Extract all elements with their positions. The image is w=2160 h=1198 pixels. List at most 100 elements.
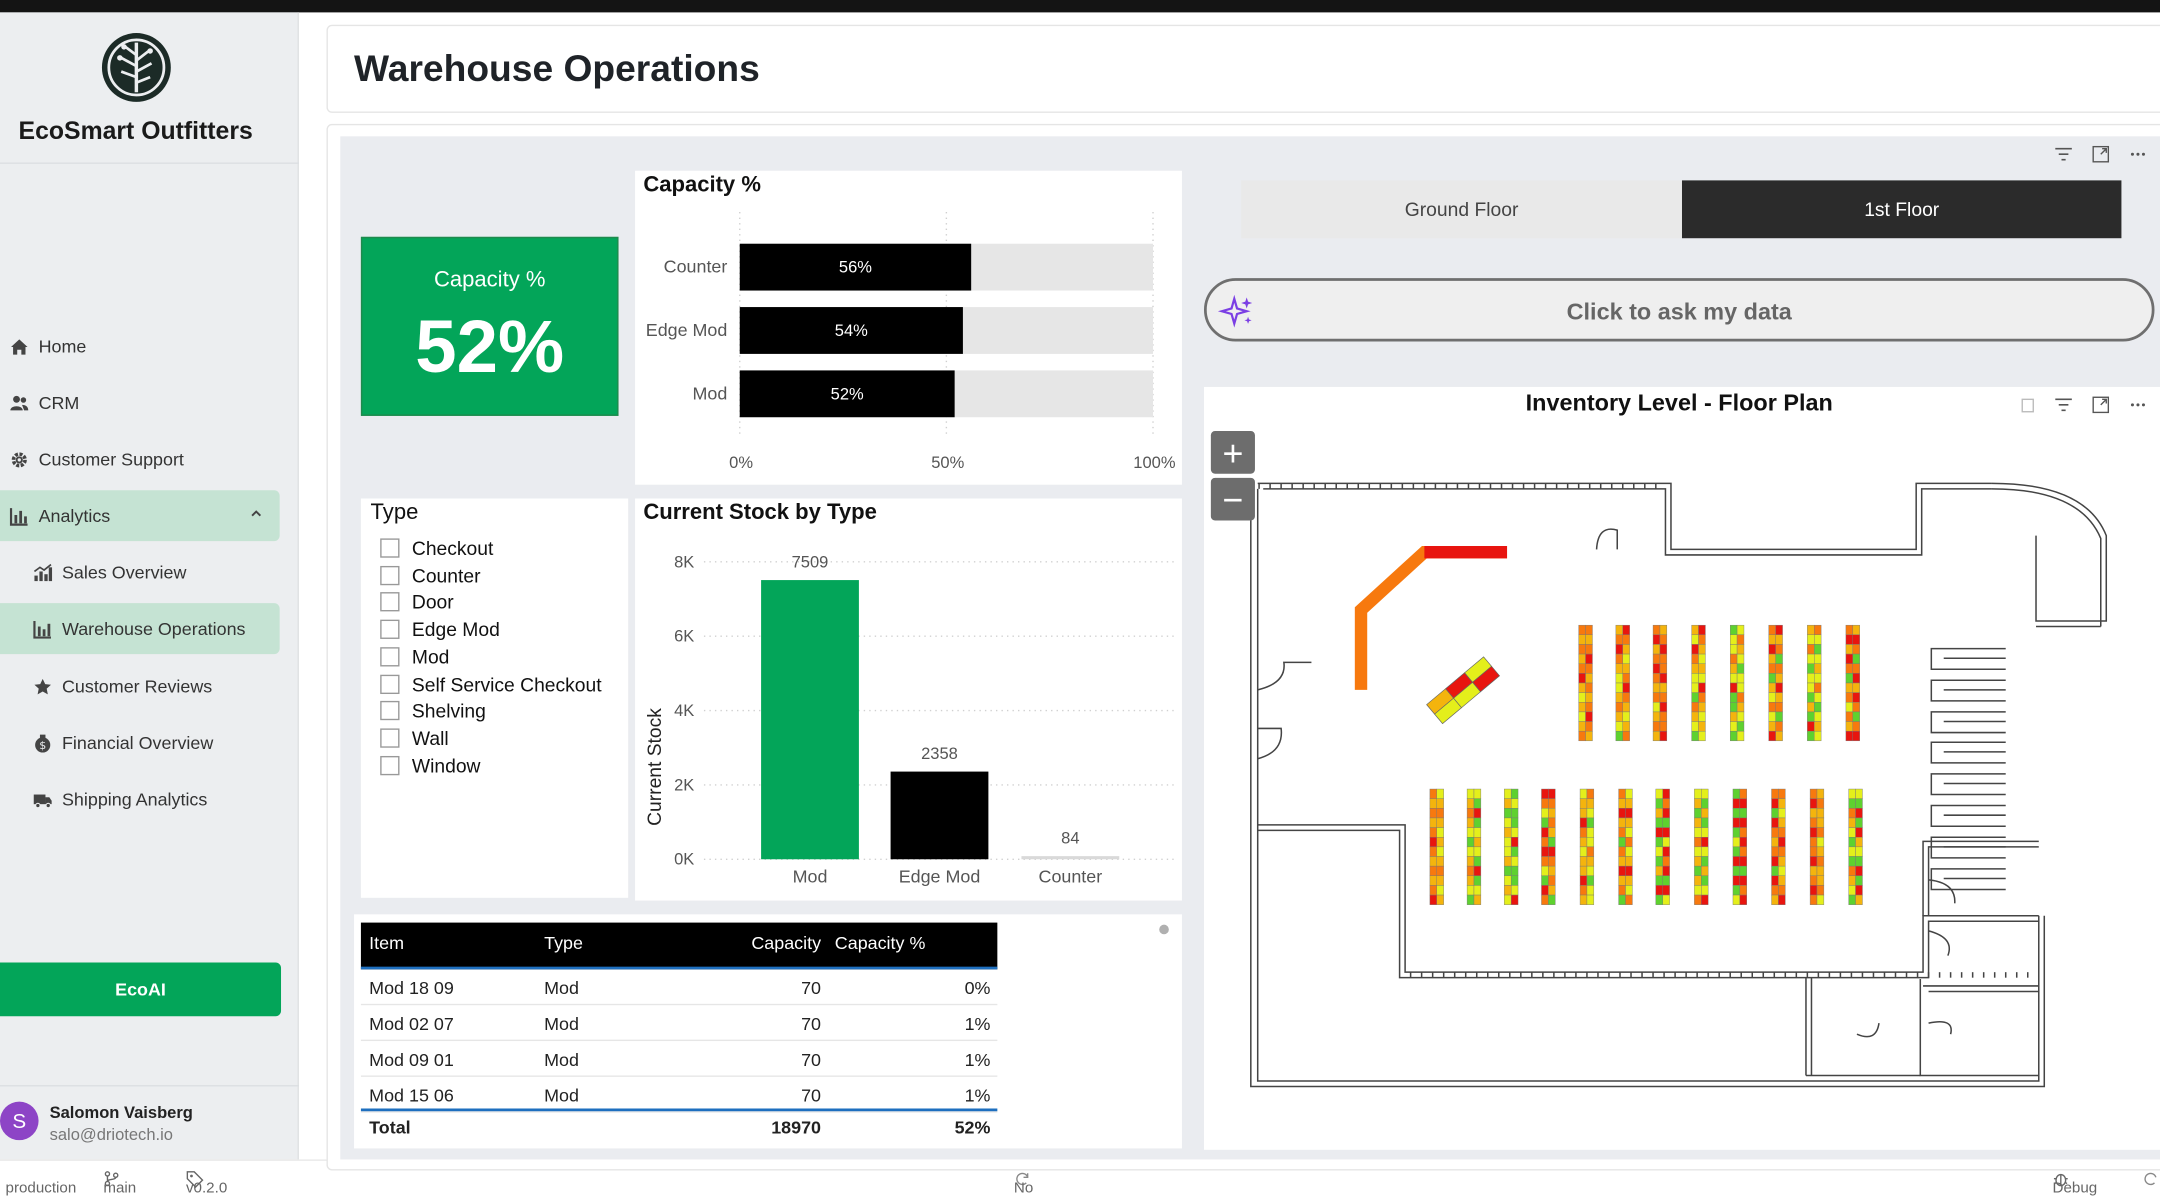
shelf-bin[interactable] [1845, 673, 1854, 684]
shelf-bin[interactable] [1615, 730, 1623, 742]
shelf-bin[interactable] [1504, 798, 1512, 809]
shelf-bin[interactable] [1652, 721, 1661, 732]
shelf-bin[interactable] [1473, 885, 1482, 896]
shelf-bin[interactable] [1510, 817, 1519, 828]
shelf-bin[interactable] [1814, 721, 1822, 732]
shelf-bin[interactable] [1814, 624, 1822, 636]
shelf-bin[interactable] [1778, 846, 1786, 857]
shelf-bin[interactable] [1694, 817, 1702, 828]
shelf-bin[interactable] [1625, 827, 1633, 838]
sidebar-item-customer-reviews[interactable]: Customer Reviews [0, 661, 280, 712]
shelf-bin[interactable] [1615, 673, 1623, 684]
shelf-bin[interactable] [1436, 798, 1444, 809]
shelf-bin[interactable] [1586, 808, 1595, 819]
shelf-bin[interactable] [1771, 856, 1779, 867]
shelf-bin[interactable] [1771, 865, 1779, 876]
shelf-bin[interactable] [1729, 644, 1738, 655]
first-floor-button[interactable]: 1st Floor [1681, 180, 2122, 239]
shelf-bin[interactable] [1852, 644, 1860, 655]
shelf-bin[interactable] [1768, 711, 1776, 722]
shelf-bin[interactable] [1579, 894, 1588, 905]
shelf-bin[interactable] [1736, 634, 1745, 645]
sidebar-item-sales-overview[interactable]: Sales Overview [0, 547, 280, 598]
shelf-bin[interactable] [1732, 885, 1741, 896]
shelf-bin[interactable] [1848, 865, 1856, 876]
shelf-bin[interactable] [1615, 634, 1623, 645]
shelf-bin[interactable] [1701, 875, 1709, 886]
shelf-bin[interactable] [1778, 837, 1786, 848]
shelf-bin[interactable] [1622, 634, 1630, 645]
shelf-bin[interactable] [1436, 846, 1444, 857]
shelf-bin[interactable] [1578, 653, 1586, 664]
shelf-bin[interactable] [1848, 817, 1856, 828]
shelf-bin[interactable] [1473, 837, 1482, 848]
shelf-bin[interactable] [1739, 837, 1747, 848]
shelf-bin[interactable] [1586, 837, 1595, 848]
more-options-icon[interactable] [2128, 145, 2147, 164]
shelf-bin[interactable] [1736, 673, 1745, 684]
shelf-bin[interactable] [1585, 692, 1593, 703]
shelf-bin[interactable] [1662, 894, 1670, 905]
shelf-bin[interactable] [1855, 798, 1863, 809]
shelf-bin[interactable] [1655, 808, 1663, 819]
shelf-bin[interactable] [1510, 875, 1519, 886]
shelf-bin[interactable] [1625, 894, 1633, 905]
shelf-bin[interactable] [1739, 817, 1747, 828]
shelf-bin[interactable] [1694, 885, 1702, 896]
shelf-bin[interactable] [1585, 702, 1593, 713]
checkbox[interactable] [380, 701, 400, 721]
ground-floor-button[interactable]: Ground Floor [1241, 180, 1682, 239]
capacity-bar[interactable] [739, 370, 955, 418]
shelf-bin[interactable] [1778, 875, 1786, 886]
checkbox[interactable] [380, 674, 400, 694]
checkbox[interactable] [380, 565, 400, 585]
table-row[interactable]: Mod 02 07 Mod 70 1% [360, 1005, 998, 1042]
shelf-bin[interactable] [1655, 885, 1663, 896]
shelf-bin[interactable] [1618, 837, 1626, 848]
checkbox[interactable] [380, 755, 400, 775]
shelf-bin[interactable] [1510, 808, 1519, 819]
shelf-bin[interactable] [1652, 624, 1661, 636]
floorplan-panel[interactable]: Inventory Level - Floor Plan [1203, 386, 2160, 1150]
shelf-bin[interactable] [1615, 624, 1623, 636]
shelf-bin[interactable] [1775, 624, 1783, 636]
shelf-bin[interactable] [1652, 634, 1661, 645]
shelf-bin[interactable] [1659, 624, 1668, 636]
shelf-bin[interactable] [1691, 682, 1699, 693]
shelf-bin[interactable] [1852, 730, 1860, 742]
shelf-bin[interactable] [1701, 865, 1709, 876]
shelf-bin[interactable] [1655, 875, 1663, 886]
shelf-bin[interactable] [1775, 663, 1783, 674]
shelf-bin[interactable] [1816, 856, 1825, 867]
shelf-bin[interactable] [1729, 692, 1738, 703]
shelf-bin[interactable] [1579, 875, 1588, 886]
shelf-bin[interactable] [1691, 692, 1699, 703]
shelf-bin[interactable] [1848, 798, 1856, 809]
shelf-bin[interactable] [1771, 788, 1779, 799]
shelf-bin[interactable] [1694, 827, 1702, 838]
shelf-bin[interactable] [1429, 798, 1437, 809]
shelf-bin[interactable] [1579, 788, 1588, 799]
shelf-bin[interactable] [1504, 817, 1512, 828]
shelf-bin[interactable] [1729, 673, 1738, 684]
shelf-bin[interactable] [1729, 682, 1738, 693]
shelf-bin[interactable] [1739, 788, 1747, 799]
shelf-bin[interactable] [1814, 702, 1822, 713]
shelf-bin[interactable] [1618, 827, 1626, 838]
col-capacity-pct[interactable]: Capacity % [834, 932, 926, 953]
shelf-bin[interactable] [1814, 663, 1822, 674]
shelf-bin[interactable] [1585, 730, 1593, 742]
floorplan-map[interactable] [1204, 387, 2160, 1150]
shelf-bin[interactable] [1816, 865, 1825, 876]
shelf-bin[interactable] [1691, 663, 1699, 674]
shelf-bin[interactable] [1701, 885, 1709, 896]
shelf-bin[interactable] [1585, 653, 1593, 664]
shelf-bin[interactable] [1771, 817, 1779, 828]
shelf-bin[interactable] [1618, 865, 1626, 876]
shelf-bin[interactable] [1732, 817, 1741, 828]
checkbox[interactable] [380, 538, 400, 558]
shelf-bin[interactable] [1625, 808, 1633, 819]
shelf-bin[interactable] [1615, 702, 1623, 713]
shelf-bin[interactable] [1466, 788, 1475, 799]
shelf-bin[interactable] [1691, 653, 1699, 664]
